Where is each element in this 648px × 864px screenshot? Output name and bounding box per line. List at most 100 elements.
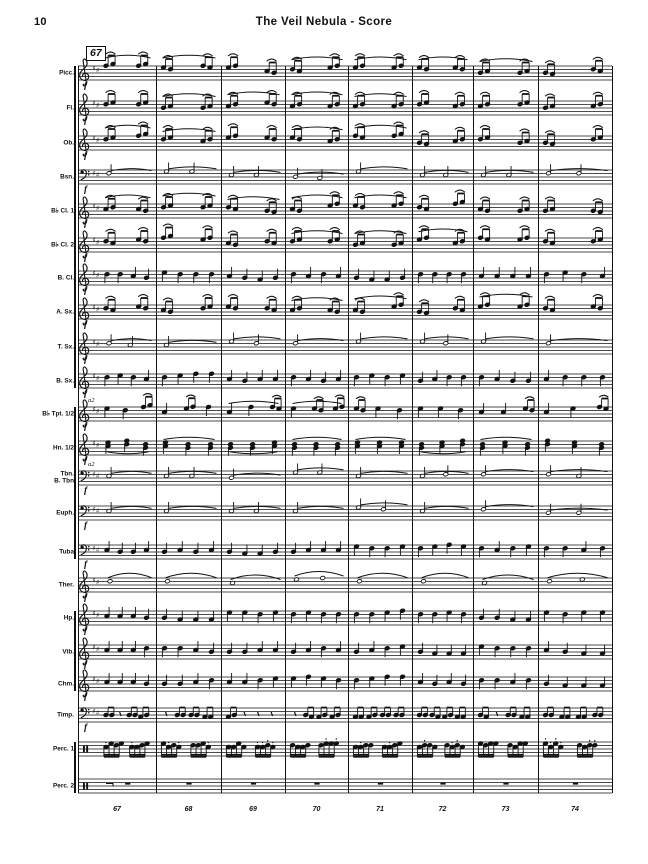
svg-text:♯: ♯ <box>96 441 99 449</box>
svg-text:♯: ♯ <box>92 406 95 414</box>
staff-label-ob-: Ob. <box>63 139 74 147</box>
svg-text:♯: ♯ <box>96 101 99 109</box>
barline <box>220 66 222 793</box>
staff-label-bsn-: Bsn. <box>60 173 74 181</box>
staff-label-ther-: Ther. <box>58 581 74 589</box>
staff-label-fl-: Fl. <box>66 104 74 112</box>
staff-notation <box>78 738 612 758</box>
svg-text:♯: ♯ <box>96 374 99 382</box>
a2-marking: a2 <box>88 461 95 468</box>
measure-number: 71 <box>376 806 384 813</box>
staff-notation: ♯ ♯ <box>78 570 612 599</box>
page-title: The Veil Nebula - Score <box>255 16 393 28</box>
svg-text:♯: ♯ <box>96 271 99 279</box>
svg-text:♯: ♯ <box>92 470 95 478</box>
dynamic-forte: f <box>84 253 88 263</box>
svg-text:♯: ♯ <box>96 340 99 348</box>
staff-notation: ♯ ♯ <box>78 121 612 157</box>
staff-notation: ♯ ♯ <box>78 51 612 87</box>
dynamic-forte: f <box>84 660 88 670</box>
staff-notation: ♯ ♯ <box>78 433 612 462</box>
staff-label-b-cl-2: B♭ Cl. 2 <box>51 241 74 249</box>
barline <box>77 66 79 793</box>
svg-text:♯: ♯ <box>96 546 99 554</box>
staff-notation: ♯ ♯ <box>78 189 612 225</box>
barline <box>155 66 157 793</box>
svg-text:♯: ♯ <box>96 507 99 515</box>
staff-label-b-tpt-1-2: B♭ Tpt. 1/2 <box>42 410 74 418</box>
staff-notation: ♯ ♯ <box>78 393 612 428</box>
svg-text:♯: ♯ <box>92 65 95 73</box>
staff-label-perc-1: Perc. 1 <box>53 745 74 753</box>
barline <box>411 66 413 793</box>
dynamic-forte: f <box>84 486 88 496</box>
measure-number: 72 <box>438 806 447 813</box>
dynamic-forte: f <box>84 286 88 296</box>
measure-number: 70 <box>312 806 321 813</box>
staff-notation: ♯ ♯ <box>78 498 612 521</box>
staff-label-picc-: Picc. <box>59 69 74 77</box>
measure-number: 74 <box>571 806 579 813</box>
measure-number: 67 <box>113 806 121 813</box>
svg-text:♯: ♯ <box>92 304 95 312</box>
svg-text:♯: ♯ <box>92 373 95 381</box>
svg-text:♯: ♯ <box>96 709 99 717</box>
svg-text:♯: ♯ <box>92 203 95 211</box>
staff-label-perc-2: Perc. 2 <box>53 782 74 790</box>
staff-notation: ♯ ♯ <box>78 366 612 395</box>
barline <box>611 66 613 793</box>
svg-text:♯: ♯ <box>96 204 99 212</box>
svg-text:♯: ♯ <box>92 100 95 108</box>
svg-text:♯: ♯ <box>96 677 99 685</box>
svg-text:♯: ♯ <box>96 578 99 586</box>
staff-notation: ♯ ♯ <box>78 292 612 326</box>
svg-text:♯: ♯ <box>96 645 99 653</box>
measure-number: 69 <box>249 806 257 813</box>
dynamic-forte: f <box>84 389 88 399</box>
dynamic-forte: f <box>84 185 88 195</box>
staff-notation <box>78 778 612 794</box>
svg-text:♯: ♯ <box>92 237 95 245</box>
svg-text:♯: ♯ <box>92 644 95 652</box>
dynamic-forte: f <box>84 81 88 91</box>
page-number: 10 <box>34 16 47 28</box>
staff-notation: ♯ ♯ <box>78 162 612 185</box>
dynamic-forte: f <box>84 560 88 570</box>
svg-text:♯: ♯ <box>92 544 95 552</box>
staff-label-vib-: Vib. <box>62 648 74 656</box>
dynamic-forte: f <box>84 626 88 636</box>
svg-text:♯: ♯ <box>96 305 99 313</box>
rehearsal-mark: 67 <box>86 46 106 61</box>
dynamic-forte: f <box>84 320 88 330</box>
svg-text:♯: ♯ <box>96 472 99 480</box>
dynamic-forte: f <box>84 355 88 365</box>
barline <box>472 66 474 793</box>
system-bracket <box>73 742 77 793</box>
svg-text:♯: ♯ <box>96 66 99 74</box>
staff-notation: ♯ ♯ <box>78 637 612 666</box>
dynamic-forte: f <box>84 723 88 733</box>
staff-notation: ♯ ♯ <box>78 263 612 292</box>
staff-label-tuba: Tuba <box>59 548 74 556</box>
staff-notation: ♯ ♯ <box>78 332 612 361</box>
svg-text:♯: ♯ <box>92 505 95 513</box>
barline <box>537 66 539 793</box>
svg-text:♯: ♯ <box>96 171 99 179</box>
staff-label-chm-: Chm. <box>58 680 74 688</box>
staff-notation: ♯ ♯ <box>78 463 612 486</box>
system-bracket <box>73 407 77 559</box>
svg-text:♯: ♯ <box>96 238 99 246</box>
dynamic-forte: f <box>84 422 88 432</box>
staff-notation: ♯ ♯ <box>78 90 612 122</box>
svg-text:♯: ♯ <box>92 577 95 585</box>
dynamic-forte: f <box>84 456 88 466</box>
dynamic-forte: f <box>84 521 88 531</box>
staff-label-t-sx-: T. Sx. <box>57 343 74 351</box>
staff-label-hn-1-2: Hn. 1/2 <box>53 444 74 452</box>
a2-marking: a2 <box>88 397 95 404</box>
staff-label-b-sx-: B. Sx. <box>56 377 74 385</box>
system-bracket <box>73 66 77 388</box>
system-bracket <box>73 611 77 691</box>
svg-text:♯: ♯ <box>92 610 95 618</box>
